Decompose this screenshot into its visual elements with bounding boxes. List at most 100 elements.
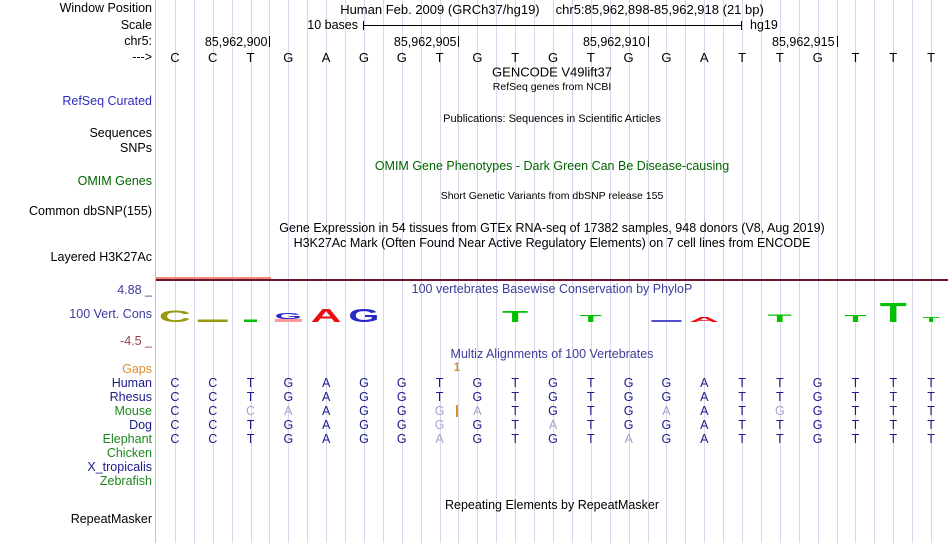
species-label-human[interactable]: Human (111, 376, 152, 390)
alignment-base-human: G (548, 376, 558, 390)
base-letter: G (283, 50, 294, 65)
track-title-phylop[interactable]: 100 vertebrates Basewise Conservation by… (411, 282, 693, 296)
alignment-base-elephant: A (624, 432, 633, 446)
base-letter: G (358, 50, 369, 65)
alignment-base-dog: T (776, 418, 784, 432)
coordinate-tick (647, 36, 649, 47)
species-label-mouse[interactable]: Mouse (114, 404, 152, 418)
alignment-base-rhesus: T (738, 390, 746, 404)
track-title-publications[interactable]: Publications: Sequences in Scientific Ar… (443, 113, 661, 125)
alignment-base-mouse: G (396, 404, 407, 418)
alignment-base-dog: G (434, 418, 445, 432)
grid-line (534, 0, 536, 543)
alignment-base-elephant: T (851, 432, 860, 446)
grid-line (931, 0, 933, 543)
track-label-repeatmasker[interactable]: RepeatMasker (70, 512, 152, 526)
grid-line (836, 0, 838, 543)
alignment-base-human: A (321, 376, 331, 390)
track-label-omim-genes[interactable]: OMIM Genes (77, 174, 152, 188)
track-title-h3k27ac[interactable]: H3K27Ac Mark (Often Found Near Active Re… (293, 236, 811, 250)
coordinate-tick (269, 36, 271, 47)
grid-line (345, 0, 347, 543)
grid-line (458, 0, 460, 543)
strand-arrow-label[interactable]: ---> (132, 50, 152, 64)
alignment-base-elephant: T (246, 432, 255, 446)
alignment-base-rhesus: G (359, 390, 369, 404)
alignment-base-human: T (586, 376, 595, 390)
grid-line (250, 0, 252, 543)
alignment-base-human: G (661, 376, 672, 390)
species-label-chicken[interactable]: Chicken (106, 446, 152, 460)
track-title-gencode[interactable]: GENCODE V49lift37 (492, 64, 612, 80)
track-label-layered-h3k27ac[interactable]: Layered H3K27Ac (50, 250, 152, 264)
track-label-vert-cons[interactable]: 100 Vert. Cons (69, 307, 152, 321)
grid-line (912, 0, 914, 543)
grid-line (269, 0, 271, 543)
track-title-repeatmasker[interactable]: Repeating Elements by RepeatMasker (444, 498, 659, 512)
coordinate-label: 85,962,915 (772, 35, 835, 49)
alignment-base-mouse: G (359, 404, 369, 418)
grid-line (760, 0, 762, 543)
base-letter: C (170, 50, 180, 65)
coordinate-label: 85,962,905 (393, 35, 457, 49)
track-title-multiz[interactable]: Multiz Alignments of 100 Vertebrates (450, 347, 654, 361)
alignment-base-dog: A (548, 418, 558, 432)
alignment-base-rhesus: G (283, 390, 294, 404)
alignment-base-human: G (359, 376, 369, 390)
species-label-dog[interactable]: Dog (129, 418, 152, 432)
track-label-refseq-curated[interactable]: RefSeq Curated (62, 94, 152, 108)
alignment-base-rhesus: G (396, 390, 407, 404)
grid-line (231, 0, 233, 543)
h3k27ac-signal-line-salmon (156, 277, 271, 279)
alignment-base-rhesus: T (851, 390, 860, 404)
track-label-sequences[interactable]: Sequences (89, 126, 152, 140)
alignment-base-dog: G (283, 418, 294, 432)
grid-line (893, 0, 895, 543)
alignment-base-mouse: C (208, 404, 218, 418)
scale-value: 10 bases (307, 18, 358, 32)
alignment-base-rhesus: G (661, 390, 672, 404)
alignment-base-dog: A (321, 418, 331, 432)
alignment-base-mouse: A (321, 404, 331, 418)
alignment-base-human: C (208, 376, 218, 390)
track-label-common-dbsnp[interactable]: Common dbSNP(155) (29, 204, 152, 218)
alignment-base-dog: T (889, 418, 898, 432)
alignment-base-human: G (623, 376, 634, 390)
alignment-base-rhesus: C (208, 390, 218, 404)
grid-line (212, 0, 214, 543)
base-letter: T (851, 50, 860, 65)
coordinate-tick (836, 36, 838, 47)
alignment-base-mouse: G (812, 404, 823, 418)
base-letter: T (775, 50, 784, 65)
window-position-label: Window Position (59, 1, 152, 15)
species-label-zebrafish[interactable]: Zebrafish (99, 474, 152, 488)
grid-line (382, 0, 384, 543)
alignment-base-rhesus: T (889, 390, 898, 404)
grid-line (553, 0, 554, 543)
alignment-base-elephant: T (927, 432, 935, 446)
species-label-rhesus[interactable]: Rhesus (109, 390, 152, 404)
track-title-refseq[interactable]: RefSeq genes from NCBI (492, 81, 612, 93)
alignment-base-human: C (170, 376, 180, 390)
alignment-base-mouse: T (738, 404, 746, 418)
alignment-base-human: T (776, 376, 784, 390)
track-title-gtex[interactable]: Gene Expression in 54 tissues from GTEx … (279, 221, 825, 235)
alignment-base-dog: T (927, 418, 935, 432)
track-title-dbsnp[interactable]: Short Genetic Variants from dbSNP releas… (440, 190, 664, 202)
scale-ruler-line (363, 25, 741, 26)
track-label-snps[interactable]: SNPs (120, 141, 152, 155)
track-title-omim[interactable]: OMIM Gene Phenotypes - Dark Green Can Be… (374, 159, 730, 173)
h3k27ac-signal-line-dark (156, 279, 948, 281)
track-label-gaps[interactable]: Gaps (122, 362, 152, 376)
species-label-elephant[interactable]: Elephant (102, 432, 152, 446)
base-letter: G (812, 50, 823, 65)
alignment-base-elephant: G (661, 432, 672, 446)
assembly-title: Human Feb. 2009 (GRCh37/hg19) (340, 2, 540, 17)
alignment-base-dog: G (812, 418, 823, 432)
species-label-x_tropicalis[interactable]: X_tropicalis (87, 460, 152, 474)
alignment-base-elephant: C (170, 432, 180, 446)
alignment-base-human: T (511, 376, 519, 390)
alignment-base-dog: G (396, 418, 407, 432)
grid-line (798, 0, 800, 543)
